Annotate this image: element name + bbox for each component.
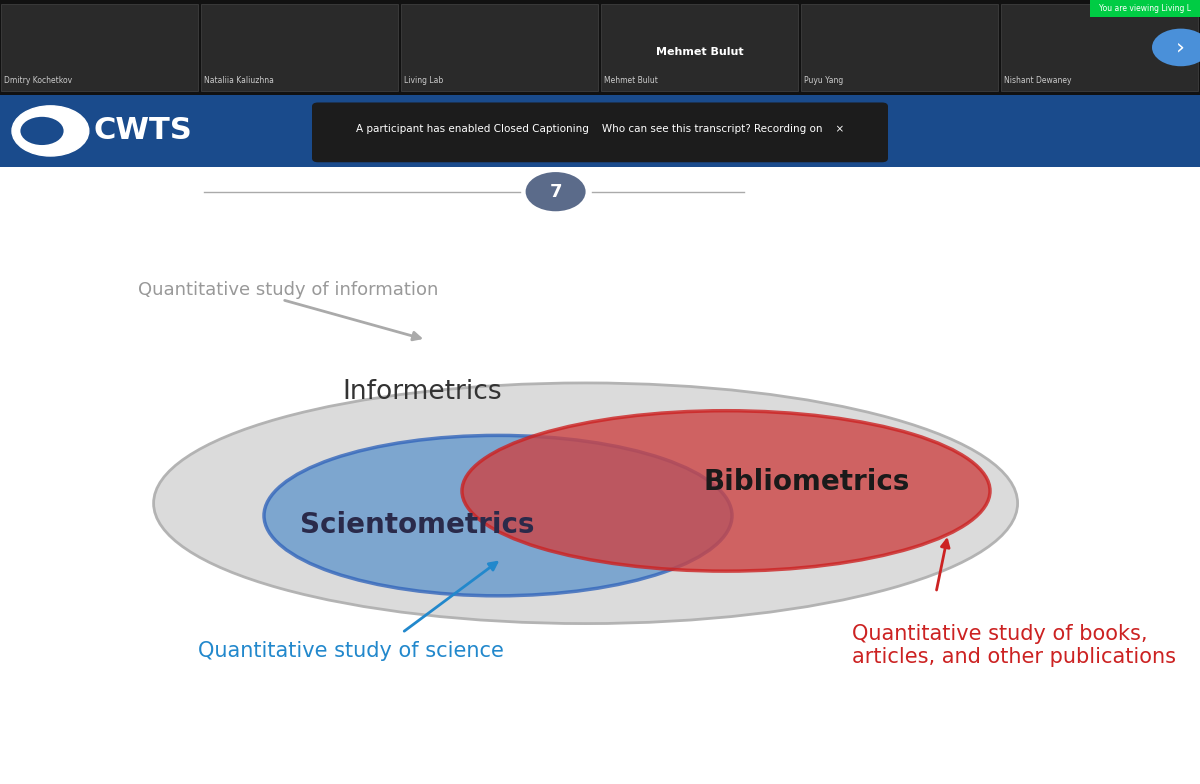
Bar — [202, 4, 397, 91]
Circle shape — [1152, 29, 1200, 67]
Text: Informetrics: Informetrics — [342, 379, 502, 405]
Circle shape — [20, 117, 64, 145]
Ellipse shape — [462, 411, 990, 571]
Text: Quantitative study of books,
articles, and other publications: Quantitative study of books, articles, a… — [852, 623, 1176, 666]
Text: Bibliometrics: Bibliometrics — [703, 468, 910, 495]
Ellipse shape — [154, 383, 1018, 623]
Bar — [1001, 4, 1198, 91]
Text: Nataliia Kaliuzhna: Nataliia Kaliuzhna — [204, 77, 274, 85]
Text: Living Lab: Living Lab — [403, 77, 443, 85]
Text: Nishant Dewaney: Nishant Dewaney — [1003, 77, 1072, 85]
Circle shape — [526, 172, 586, 211]
Text: You are viewing Living L: You are viewing Living L — [1099, 4, 1190, 13]
Bar — [1090, 0, 1200, 17]
Bar — [401, 4, 598, 91]
FancyBboxPatch shape — [312, 103, 888, 162]
Text: Dmitry Kochetkov: Dmitry Kochetkov — [4, 77, 72, 85]
Text: ›: › — [1176, 38, 1186, 57]
Text: A participant has enabled Closed Captioning    Who can see this transcript? Reco: A participant has enabled Closed Caption… — [356, 125, 844, 135]
Circle shape — [12, 106, 89, 156]
Text: Quantitative study of science: Quantitative study of science — [198, 641, 504, 662]
Text: 7: 7 — [550, 183, 562, 201]
Text: Quantitative study of information: Quantitative study of information — [138, 281, 438, 299]
Text: Scientometrics: Scientometrics — [300, 511, 535, 539]
Bar — [0, 95, 1200, 167]
Bar — [601, 4, 798, 91]
Bar — [0, 0, 1200, 95]
Bar — [0, 167, 1200, 784]
Text: CWTS: CWTS — [94, 117, 192, 145]
Text: Mehmet Bulut: Mehmet Bulut — [604, 77, 658, 85]
Bar — [1, 4, 198, 91]
Ellipse shape — [264, 435, 732, 596]
Text: Mehmet Bulut: Mehmet Bulut — [656, 47, 744, 57]
Bar — [802, 4, 997, 91]
Text: Puyu Yang: Puyu Yang — [804, 77, 842, 85]
